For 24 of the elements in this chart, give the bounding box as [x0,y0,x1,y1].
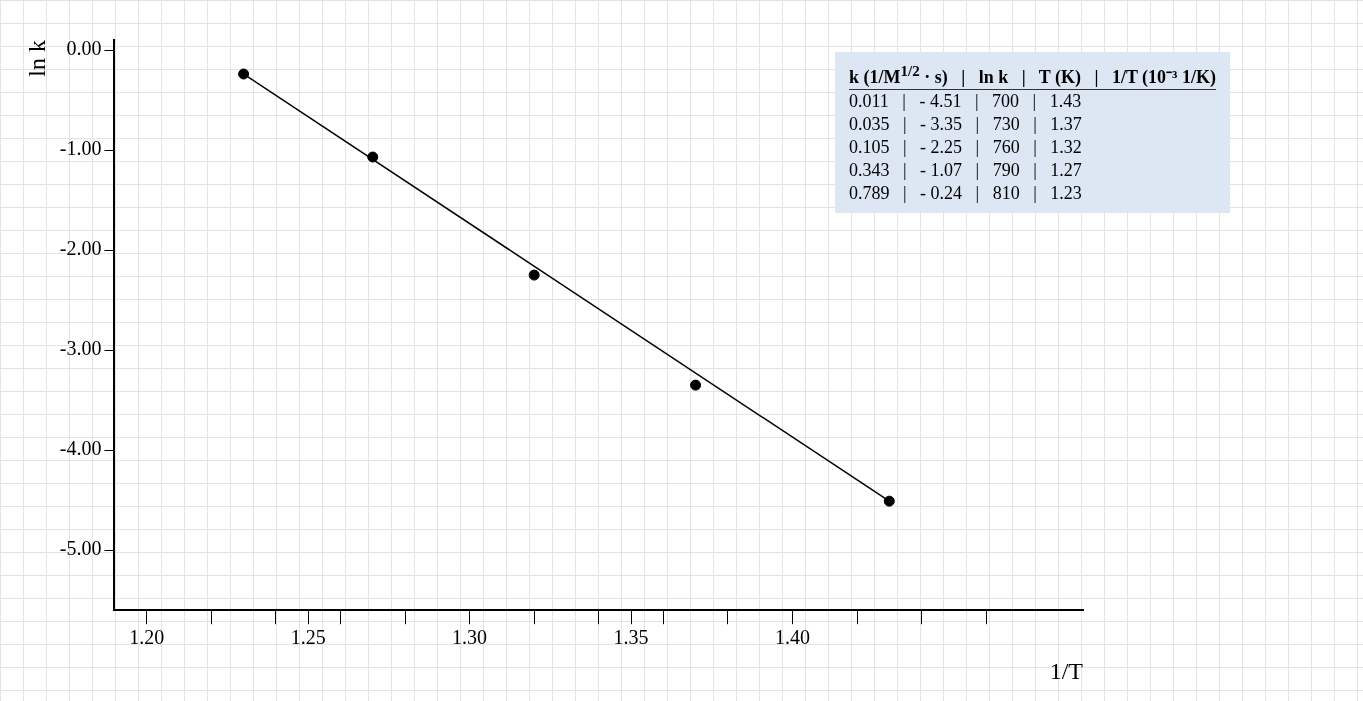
annotation: 0.035 | - 3.35 | 730 | 1.37 [849,113,1083,136]
y-tick-label: -3.00 [59,337,102,360]
y-tick-label: -1.00 [59,137,102,160]
y-tick-label: -5.00 [59,537,102,560]
x-tick-label: 1.40 [774,626,810,649]
annotation: k (1/M$^{1/2}$ · s) | ln k | T (K) | 1/T (10⁻³ 1/K) [849,60,1217,90]
point [883,495,895,507]
y-tick-label: -4.00 [59,437,102,460]
x-axis-title: 1/T [1049,657,1084,684]
point [238,68,250,80]
x-tick-label: 1.25 [290,626,326,649]
x-tick-label: 1.35 [613,626,649,649]
point [690,379,702,391]
annotation: 0.789 | - 0.24 | 810 | 1.23 [849,182,1083,205]
y-tick-label: -2.00 [59,237,102,260]
point [367,151,379,163]
y-tick-label: 0.00 [66,37,102,60]
x-tick-label: 1.20 [129,626,165,649]
annotation: 0.343 | - 1.07 | 790 | 1.27 [849,159,1083,182]
x-tick-label: 1.30 [452,626,488,649]
y-axis-title: ln k [23,40,50,77]
annotation: 0.105 | - 2.25 | 760 | 1.32 [849,136,1083,159]
point [528,269,540,281]
annotation: 0.011 | - 4.51 | 700 | 1.43 [849,90,1083,113]
